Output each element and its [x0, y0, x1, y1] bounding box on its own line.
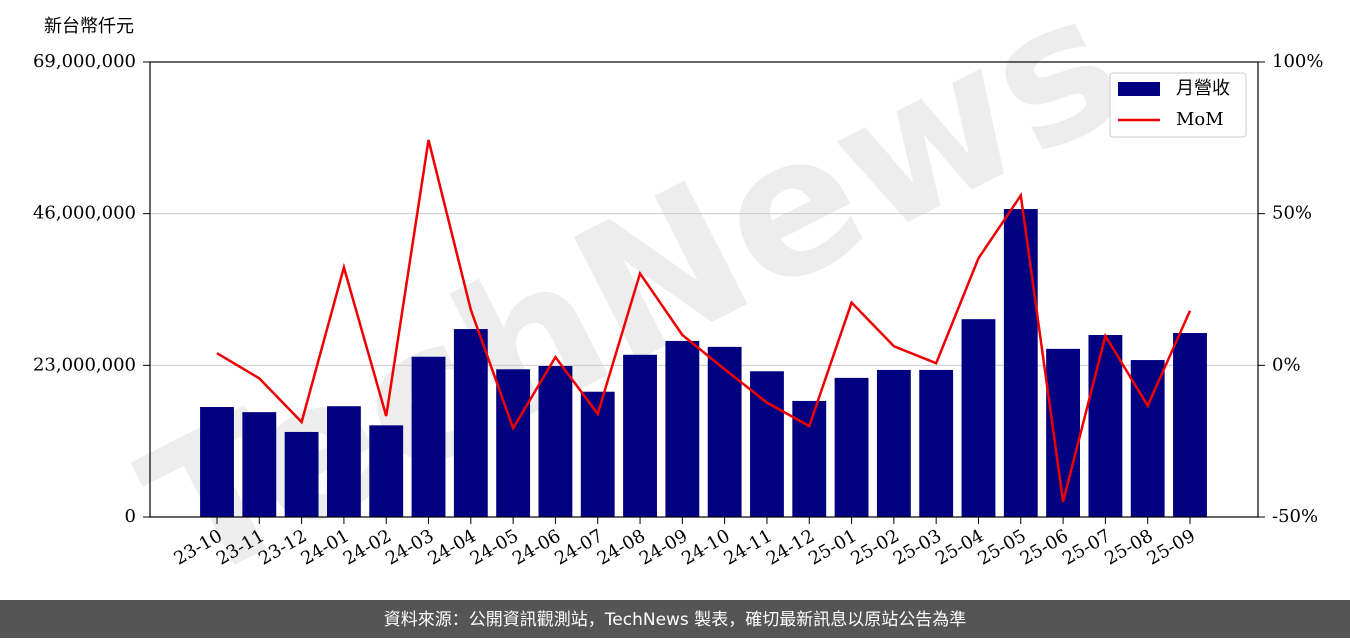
bar [750, 371, 784, 517]
bar [834, 377, 869, 517]
bar [876, 369, 911, 517]
bar [1173, 333, 1207, 517]
y2-tick-label: 50% [1272, 203, 1312, 224]
plot-frame [149, 61, 1259, 518]
y2-tick-label: 100% [1272, 51, 1323, 72]
bar [1088, 335, 1123, 517]
bar [326, 406, 361, 517]
bar [1130, 360, 1165, 517]
bar [1003, 209, 1038, 517]
bar [538, 365, 573, 517]
bar [707, 346, 742, 517]
bar [284, 431, 319, 517]
bar [242, 412, 277, 517]
y-tick-label: 23,000,000 [33, 354, 136, 375]
legend-swatch [1118, 82, 1160, 96]
bar [961, 319, 996, 517]
bar [369, 425, 404, 517]
footer: 資料來源：公開資訊觀測站，TechNews 製表，確切最新訊息以原站公告為準 [384, 610, 966, 630]
footer-band [0, 600, 1350, 638]
y2-tick-label: 0% [1272, 354, 1301, 375]
y-tick-label: 46,000,000 [33, 203, 136, 224]
bar [665, 340, 700, 517]
bar [1046, 348, 1081, 517]
y-axis-label: 新台幣仟元 [44, 16, 134, 37]
legend-label: 月營收 [1176, 78, 1230, 99]
bar [411, 356, 446, 517]
bar [453, 329, 488, 517]
x-tick-label: 25-09 [1144, 525, 1199, 569]
y-tick-label: 0 [125, 506, 136, 527]
bar [919, 369, 954, 517]
bar [623, 354, 657, 517]
legend-label: MoM [1176, 109, 1224, 130]
y2-tick-label: -50% [1272, 506, 1318, 527]
mom-line [216, 139, 1192, 503]
bar [200, 407, 234, 517]
y-tick-label: 69,000,000 [33, 51, 136, 72]
